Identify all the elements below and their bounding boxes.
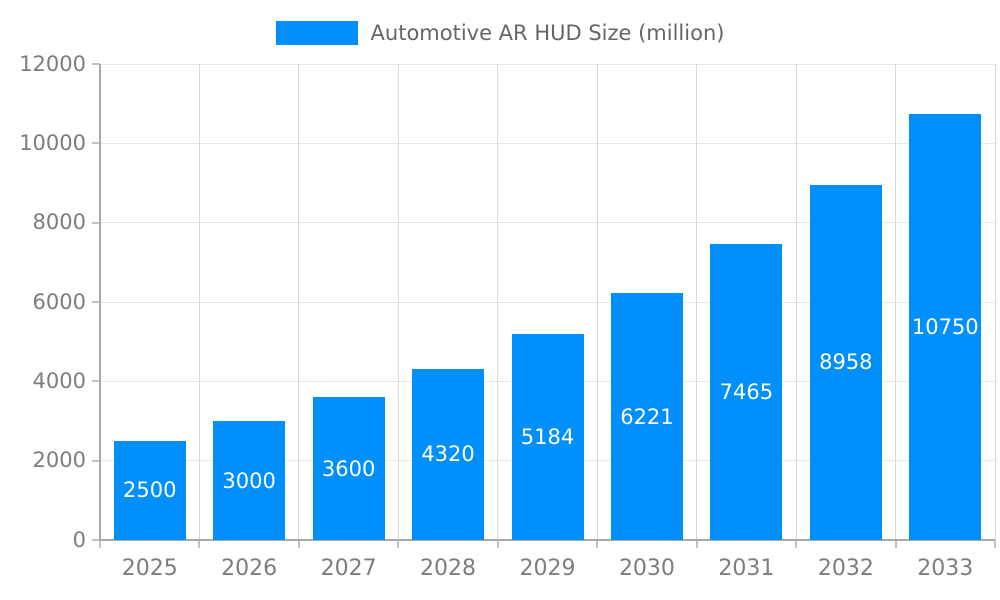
gridline-horizontal [100, 63, 995, 65]
x-axis-tick-label: 2028 [420, 556, 477, 581]
y-axis-tick [92, 142, 100, 145]
legend-label: Automotive AR HUD Size (million) [370, 21, 725, 45]
bar-value-label: 3000 [222, 468, 276, 493]
bar-2029[interactable]: 5184 [511, 334, 584, 540]
bar-value-label: 10750 [911, 314, 979, 339]
y-axis-tick-label: 8000 [32, 210, 86, 235]
x-axis-tick-label: 2025 [121, 556, 178, 581]
gridline-vertical [198, 64, 200, 540]
bar-value-label: 2500 [122, 478, 177, 503]
x-axis-tick [795, 540, 798, 548]
x-axis-tick [596, 540, 599, 548]
x-axis-tick-label: 2030 [618, 556, 675, 581]
x-axis-tick-label: 2031 [718, 556, 775, 581]
x-axis-line [100, 539, 995, 541]
gridline-vertical [298, 64, 300, 540]
bar-value-label: 5184 [520, 425, 575, 450]
gridline-horizontal [100, 301, 995, 303]
gridline-vertical [895, 64, 897, 540]
bar-value-label: 6221 [620, 404, 674, 429]
x-axis-tick-label: 2032 [817, 556, 874, 581]
bar-2025[interactable]: 2500 [113, 440, 186, 540]
bar-2026[interactable]: 3000 [213, 421, 286, 540]
y-axis-tick-label: 4000 [32, 368, 86, 393]
y-axis-tick [92, 301, 100, 303]
x-axis-tick [496, 540, 499, 548]
gridline-vertical [795, 64, 797, 540]
gridline-vertical [696, 64, 698, 540]
x-axis-tick [99, 540, 101, 548]
x-axis-tick [198, 540, 201, 548]
gridline-vertical [596, 64, 598, 540]
bar-value-label: 7465 [719, 379, 774, 404]
gridline-vertical [497, 64, 499, 540]
bar-2032[interactable]: 8958 [809, 184, 882, 540]
x-axis-tick-label: 2033 [917, 556, 974, 581]
legend-swatch [275, 21, 358, 45]
bar-2030[interactable]: 6221 [610, 293, 683, 540]
y-axis-tick-label: 10000 [19, 130, 86, 155]
y-axis-tick [92, 539, 100, 541]
y-axis-tick [92, 380, 100, 383]
x-axis-tick [297, 540, 300, 548]
y-axis-tick-label: 6000 [32, 289, 86, 314]
y-axis-tick-label: 2000 [32, 448, 86, 473]
gridline-horizontal [100, 222, 995, 224]
y-axis-tick-label: 12000 [19, 51, 86, 76]
x-axis-tick [397, 540, 400, 548]
y-axis-tick [92, 459, 100, 462]
x-axis-tick-label: 2027 [320, 556, 377, 581]
bar-2027[interactable]: 3600 [312, 397, 385, 540]
gridline-horizontal [100, 142, 995, 144]
x-axis-tick [994, 540, 996, 548]
y-axis-tick [92, 63, 100, 65]
bar-2031[interactable]: 7465 [710, 243, 783, 540]
bar-value-label: 8958 [819, 350, 873, 375]
bar-2028[interactable]: 4320 [412, 368, 485, 540]
x-axis-tick [695, 540, 698, 548]
gridline-vertical [397, 64, 399, 540]
y-axis-line [99, 64, 101, 540]
gridline-vertical [994, 64, 996, 540]
bar-value-label: 3600 [321, 456, 376, 481]
y-axis-tick [92, 221, 100, 224]
x-axis-tick-label: 2026 [221, 556, 278, 581]
bar-value-label: 4320 [421, 442, 475, 467]
y-axis-tick-label: 0 [72, 527, 86, 552]
x-axis-tick [894, 540, 897, 548]
bar-2033[interactable]: 10750 [909, 113, 982, 540]
x-axis-tick-label: 2029 [519, 556, 576, 581]
legend-item[interactable]: Automotive AR HUD Size (million) [0, 20, 1000, 46]
